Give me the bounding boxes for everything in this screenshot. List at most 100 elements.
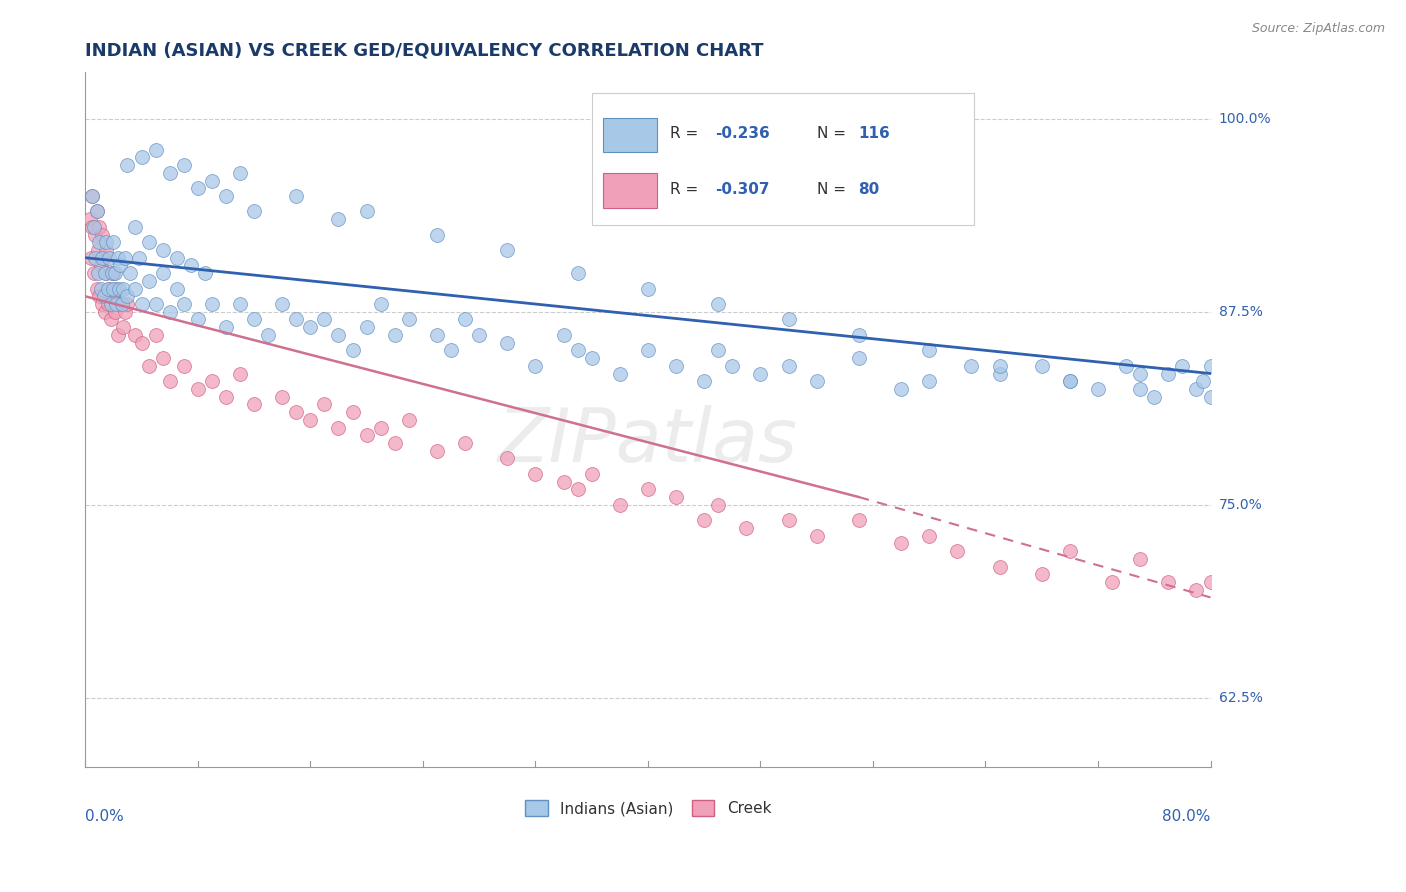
Point xyxy=(454,436,477,450)
Point xyxy=(82,219,104,234)
Point xyxy=(1171,359,1194,373)
Point xyxy=(1143,390,1166,404)
Point xyxy=(567,483,589,497)
Point xyxy=(86,282,108,296)
Point xyxy=(1199,574,1222,589)
Point xyxy=(159,374,181,388)
Point xyxy=(581,351,603,365)
Point xyxy=(131,150,153,164)
Point xyxy=(553,475,575,489)
Text: 100.0%: 100.0% xyxy=(1219,112,1271,126)
Text: -0.236: -0.236 xyxy=(716,126,770,141)
Point xyxy=(90,259,112,273)
Text: R =: R = xyxy=(671,126,703,141)
Point xyxy=(918,374,941,388)
Point xyxy=(988,359,1011,373)
Point xyxy=(609,367,631,381)
Point xyxy=(83,219,105,234)
Point xyxy=(117,158,139,172)
Point xyxy=(271,390,294,404)
Point xyxy=(637,483,659,497)
Point xyxy=(89,289,111,303)
Text: 62.5%: 62.5% xyxy=(1219,690,1263,705)
Point xyxy=(86,204,108,219)
Point xyxy=(665,490,688,504)
Point xyxy=(721,359,744,373)
Point xyxy=(356,320,378,334)
Point xyxy=(152,351,174,365)
Point xyxy=(1115,359,1137,373)
Point xyxy=(96,266,118,280)
Point xyxy=(112,320,135,334)
Point xyxy=(848,513,870,527)
Point xyxy=(1185,582,1208,597)
Point xyxy=(567,343,589,358)
Point xyxy=(1192,374,1215,388)
Point xyxy=(285,189,308,203)
Point xyxy=(98,282,121,296)
Point xyxy=(1031,359,1053,373)
Point xyxy=(426,443,449,458)
Point xyxy=(567,266,589,280)
Point xyxy=(581,467,603,481)
Point xyxy=(90,282,112,296)
Point xyxy=(94,305,117,319)
Point xyxy=(152,243,174,257)
Point xyxy=(114,305,136,319)
Point xyxy=(735,521,758,535)
Point xyxy=(107,327,129,342)
Point xyxy=(342,343,364,358)
Text: N =: N = xyxy=(817,182,851,196)
Point xyxy=(1059,374,1081,388)
Text: Source: ZipAtlas.com: Source: ZipAtlas.com xyxy=(1251,22,1385,36)
Point xyxy=(93,251,115,265)
Point xyxy=(370,297,392,311)
FancyBboxPatch shape xyxy=(592,94,974,226)
Point xyxy=(94,266,117,280)
Point xyxy=(299,320,322,334)
Point xyxy=(124,219,146,234)
Point xyxy=(145,143,167,157)
Point xyxy=(1199,390,1222,404)
Point xyxy=(1185,382,1208,396)
Point xyxy=(806,374,828,388)
Point xyxy=(328,212,350,227)
Point xyxy=(97,297,120,311)
Point xyxy=(138,235,160,250)
Point xyxy=(87,266,110,280)
Point xyxy=(1101,574,1123,589)
Point xyxy=(243,204,266,219)
Point xyxy=(82,189,104,203)
Point xyxy=(271,297,294,311)
Point xyxy=(918,343,941,358)
Text: 80.0%: 80.0% xyxy=(1163,809,1211,824)
Text: ZIPatlas: ZIPatlas xyxy=(498,405,799,476)
Point xyxy=(1157,574,1180,589)
Point xyxy=(103,266,125,280)
Point xyxy=(152,266,174,280)
Point xyxy=(426,227,449,242)
Point xyxy=(103,266,125,280)
Point xyxy=(111,297,134,311)
Point xyxy=(80,251,103,265)
Point xyxy=(229,297,252,311)
Point xyxy=(693,374,716,388)
FancyBboxPatch shape xyxy=(603,118,657,153)
Point xyxy=(918,529,941,543)
Point xyxy=(159,305,181,319)
Point xyxy=(124,327,146,342)
Point xyxy=(110,259,132,273)
Point xyxy=(848,327,870,342)
Point xyxy=(82,189,104,203)
Point xyxy=(112,282,135,296)
Point xyxy=(124,282,146,296)
Point xyxy=(285,312,308,326)
Point xyxy=(145,327,167,342)
Point xyxy=(215,390,238,404)
Point xyxy=(105,282,128,296)
Point xyxy=(96,235,118,250)
Point xyxy=(91,297,114,311)
Point xyxy=(84,251,107,265)
Point xyxy=(84,227,107,242)
Point xyxy=(114,251,136,265)
